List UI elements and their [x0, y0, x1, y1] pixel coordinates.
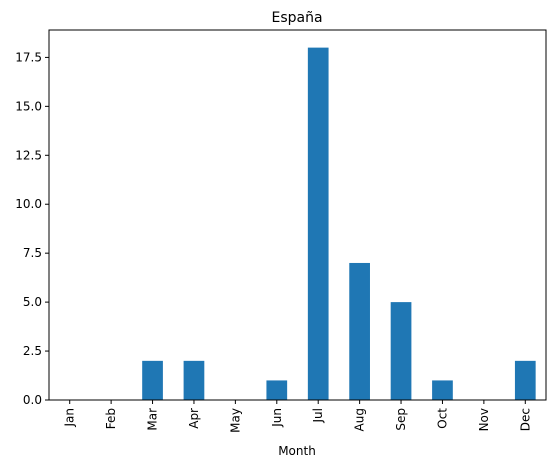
x-tick-label-nov: Nov — [477, 408, 491, 431]
x-tick-label-oct: Oct — [435, 408, 449, 429]
x-tick-label-jul: Jul — [311, 408, 325, 423]
x-tick-label-feb: Feb — [104, 408, 118, 429]
bar-mar — [142, 360, 163, 400]
y-tick-label: 5.0 — [23, 295, 42, 309]
bar-sep — [390, 302, 412, 400]
x-tick-label-jun: Jun — [270, 408, 284, 428]
y-tick-label: 17.5 — [15, 50, 42, 64]
y-axis: 0.0 2.5 5.0 7.5 10.0 12.5 15.0 17.5 — [15, 50, 49, 407]
y-tick-label: 0.0 — [23, 393, 42, 407]
plot-frame — [48, 29, 547, 401]
bar-dec — [514, 360, 536, 400]
y-tick-label: 7.5 — [23, 246, 42, 260]
x-tick-label-may: May — [228, 408, 242, 433]
bar-jul — [307, 47, 329, 400]
x-tick-label-jan: Jan — [63, 408, 77, 428]
bars-group — [142, 47, 536, 400]
y-tick-label: 15.0 — [15, 99, 42, 113]
bar-jun — [266, 380, 288, 400]
x-tick-label-apr: Apr — [187, 408, 201, 429]
x-tick-label-aug: Aug — [353, 408, 367, 431]
bar-apr — [183, 360, 205, 400]
y-tick-label: 2.5 — [23, 344, 42, 358]
x-tick-label-dec: Dec — [518, 408, 532, 431]
bar-aug — [349, 262, 370, 400]
x-axis-label: Month — [278, 444, 316, 458]
y-tick-label: 12.5 — [15, 148, 42, 162]
y-tick-label: 10.0 — [15, 197, 42, 211]
bar-oct — [432, 380, 453, 400]
x-axis: Jan Feb Mar Apr May Jun Jul Aug Sep Oct Nov Dec — [63, 400, 532, 433]
chart-title: España — [271, 10, 322, 26]
x-tick-label-sep: Sep — [394, 408, 408, 431]
x-tick-label-mar: Mar — [146, 408, 160, 431]
